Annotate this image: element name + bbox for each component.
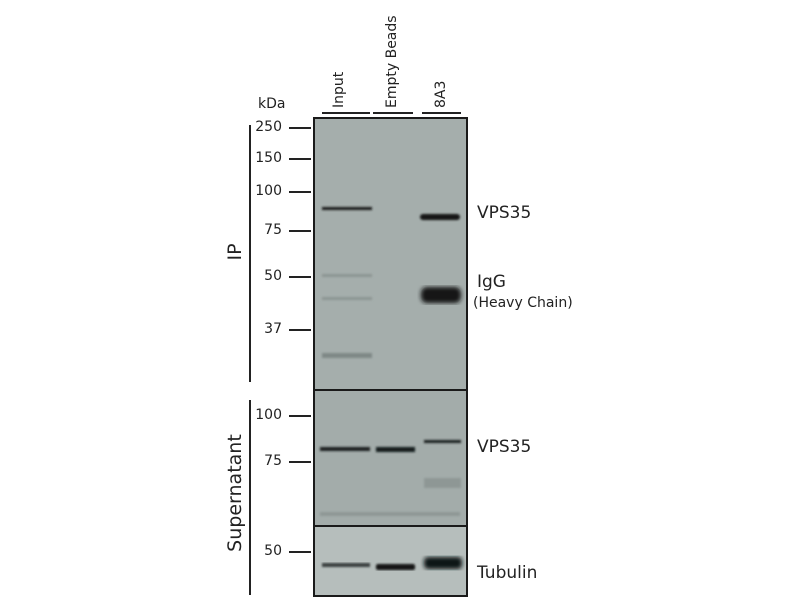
marker-250: 250 [255, 119, 282, 135]
label-sup-vps35: VPS35 [477, 437, 532, 457]
band-sup-input-vps35 [320, 447, 370, 451]
band-tub-input [322, 563, 370, 567]
lane-label-input: Input [331, 71, 347, 108]
marker-tick [289, 158, 311, 160]
marker-50: 50 [264, 268, 282, 284]
marker-tick [289, 276, 311, 278]
ip-label: IP [224, 243, 246, 261]
lane-label-8a3: 8A3 [433, 80, 449, 108]
supernatant-label: Supernatant [224, 434, 246, 552]
marker-tick [289, 329, 311, 331]
supernatant-membrane [313, 389, 468, 527]
band-ip-input-faint [322, 353, 372, 358]
marker-100: 100 [255, 183, 282, 199]
band-ip-8a3-vps35 [420, 214, 460, 220]
band-ip-input-faint [322, 274, 372, 277]
marker-tick [289, 415, 311, 417]
marker-150: 150 [255, 150, 282, 166]
marker-50: 50 [264, 543, 282, 559]
marker-75: 75 [264, 222, 282, 238]
marker-tick [289, 551, 311, 553]
marker-tick [289, 230, 311, 232]
band-ip-input-faint [322, 297, 372, 300]
band-ip-8a3-igg [421, 287, 461, 303]
band-sup-8a3-faint [424, 478, 461, 488]
lane-label-empty-beads: Empty Beads [384, 15, 400, 108]
kda-label: kDa [258, 96, 286, 112]
band-tub-8a3 [424, 557, 462, 569]
band-sup-empty-vps35 [376, 447, 415, 452]
band-ip-input-vps35 [322, 207, 372, 210]
label-ip-vps35: VPS35 [477, 203, 532, 223]
label-tubulin: Tubulin [477, 563, 538, 583]
label-heavy-chain: (Heavy Chain) [473, 295, 573, 311]
band-tub-empty [376, 564, 415, 570]
marker-tick [289, 191, 311, 193]
marker-37: 37 [264, 321, 282, 337]
marker-tick [289, 461, 311, 463]
marker-75: 75 [264, 453, 282, 469]
marker-100: 100 [255, 407, 282, 423]
label-igg: IgG [477, 272, 506, 292]
marker-tick [289, 127, 311, 129]
band-sup-faint [320, 512, 460, 516]
ip-membrane [313, 117, 468, 391]
band-sup-8a3-vps35 [424, 440, 461, 443]
